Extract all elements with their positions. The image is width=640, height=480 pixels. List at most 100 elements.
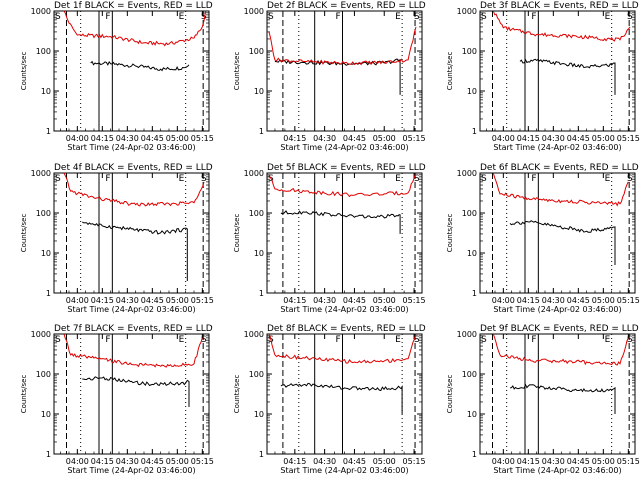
y-tick-label: 1 xyxy=(46,289,51,298)
x-tick-label: 05:00 xyxy=(592,296,615,305)
x-tick-label: 04:45 xyxy=(567,457,590,466)
x-tick-label: 05:15 xyxy=(617,134,640,143)
y-tick-label: 100 xyxy=(36,370,51,379)
x-tick-label: 04:15 xyxy=(517,134,540,143)
x-tick-label: 04:15 xyxy=(91,296,114,305)
marker-letter: S xyxy=(481,12,487,22)
y-tick-label: 10 xyxy=(467,410,477,419)
y-tick-label: 1 xyxy=(472,450,477,459)
plot-frame xyxy=(53,172,210,294)
marker-letter: S xyxy=(414,335,420,345)
y-tick-label: 1000 xyxy=(244,330,264,339)
events-series-line xyxy=(519,58,616,95)
lld-series-line xyxy=(63,172,205,207)
y-tick-label: 1 xyxy=(472,127,477,136)
panel-title: Det 5f BLACK = Events, RED = LLD xyxy=(267,163,426,173)
marker-letter: F xyxy=(531,12,536,22)
marker-letter: F xyxy=(336,12,341,22)
panel-det-4f: Det 4f BLACK = Events, RED = LLD 1 10 100 10… xyxy=(20,163,214,314)
x-tick-label: 05:15 xyxy=(191,457,214,466)
panel-title: Det 6f BLACK = Events, RED = LLD xyxy=(480,163,639,173)
y-tick-label: 1 xyxy=(259,127,264,136)
x-tick-label: 05:15 xyxy=(403,134,426,143)
x-tick-label: 04:45 xyxy=(567,296,590,305)
plot-frame xyxy=(479,333,636,455)
y-tick-label: 10 xyxy=(41,249,51,258)
x-tick-label: 04:45 xyxy=(343,296,366,305)
x-tick-label: 05:00 xyxy=(166,134,189,143)
marker-letter: S xyxy=(414,12,420,22)
x-tick-label: 04:00 xyxy=(492,457,515,466)
y-tick-label: 1 xyxy=(259,450,264,459)
x-tick-label: 04:30 xyxy=(116,296,139,305)
x-axis-label: Start Time (24-Apr-02 03:46:00) xyxy=(493,143,621,152)
y-tick-label: 100 xyxy=(249,47,264,56)
x-tick-label: 04:15 xyxy=(283,457,306,466)
marker-letter: S xyxy=(201,174,207,184)
lld-series-line xyxy=(268,172,417,198)
events-series-line xyxy=(280,210,401,234)
marker-letter: E xyxy=(605,12,611,22)
x-tick-label: 04:00 xyxy=(492,134,515,143)
x-tick-label: 05:00 xyxy=(592,457,615,466)
panel-title: Det 2f BLACK = Events, RED = LLD xyxy=(267,1,426,11)
y-axis-label: Counts/sec xyxy=(233,375,241,414)
plot-frame xyxy=(479,172,636,294)
y-tick-label: 1000 xyxy=(31,7,51,16)
x-tick-label: 04:45 xyxy=(343,457,366,466)
panel-title: Det 7f BLACK = Events, RED = LLD xyxy=(54,324,213,334)
y-axis-label: Counts/sec xyxy=(233,52,241,91)
y-tick-label: 100 xyxy=(462,209,477,218)
y-tick-label: 1000 xyxy=(244,169,264,178)
panel-title: Det 8f BLACK = Events, RED = LLD xyxy=(267,324,426,334)
x-tick-label: 04:15 xyxy=(283,296,306,305)
x-tick-label: 04:30 xyxy=(313,457,336,466)
y-axis-label: Counts/sec xyxy=(20,214,28,253)
y-tick-label: 1 xyxy=(46,127,51,136)
x-axis-label: Start Time (24-Apr-02 03:46:00) xyxy=(67,305,195,314)
events-series-line xyxy=(90,60,190,72)
x-tick-label: 04:45 xyxy=(567,134,590,143)
y-axis-label: Counts/sec xyxy=(446,375,454,414)
x-tick-label: 04:45 xyxy=(343,134,366,143)
marker-letter: F xyxy=(105,335,110,345)
x-axis-label: Start Time (24-Apr-02 03:46:00) xyxy=(493,466,621,475)
x-tick-label: 04:30 xyxy=(313,296,336,305)
x-tick-label: 04:00 xyxy=(66,134,89,143)
x-tick-label: 04:30 xyxy=(116,134,139,143)
x-tick-label: 05:15 xyxy=(403,296,426,305)
lld-series-line xyxy=(492,333,629,366)
marker-letter: S xyxy=(201,12,207,22)
lld-series-line xyxy=(63,333,203,368)
x-tick-label: 04:00 xyxy=(492,296,515,305)
events-series-line xyxy=(509,220,616,265)
panel-det-9f: Det 9f BLACK = Events, RED = LLD 1 10 100 10… xyxy=(446,324,640,475)
x-tick-label: 05:00 xyxy=(373,457,396,466)
y-tick-label: 100 xyxy=(462,370,477,379)
x-tick-label: 04:00 xyxy=(66,457,89,466)
marker-letter: S xyxy=(55,12,61,22)
x-tick-label: 05:00 xyxy=(166,296,189,305)
y-tick-label: 1000 xyxy=(244,7,264,16)
marker-letter: E xyxy=(395,335,401,345)
y-tick-label: 1 xyxy=(259,289,264,298)
x-tick-label: 05:15 xyxy=(617,457,640,466)
x-axis-label: Start Time (24-Apr-02 03:46:00) xyxy=(67,466,195,475)
marker-letter: F xyxy=(105,12,110,22)
x-tick-label: 04:15 xyxy=(517,457,540,466)
marker-letter: E xyxy=(179,335,185,345)
events-series-line xyxy=(274,58,401,95)
y-tick-label: 1000 xyxy=(457,169,477,178)
marker-letter: S xyxy=(201,335,207,345)
x-tick-label: 04:15 xyxy=(283,134,306,143)
x-tick-label: 05:00 xyxy=(373,296,396,305)
plot-frame xyxy=(479,10,636,132)
x-tick-label: 04:00 xyxy=(66,296,89,305)
marker-letter: E xyxy=(179,12,185,22)
x-tick-label: 05:00 xyxy=(592,134,615,143)
x-tick-label: 04:30 xyxy=(542,134,565,143)
marker-letter: F xyxy=(336,335,341,345)
panel-det-3f: Det 3f BLACK = Events, RED = LLD 1 10 100 10… xyxy=(446,1,640,152)
x-tick-label: 04:30 xyxy=(313,134,336,143)
x-tick-label: 05:15 xyxy=(403,457,426,466)
